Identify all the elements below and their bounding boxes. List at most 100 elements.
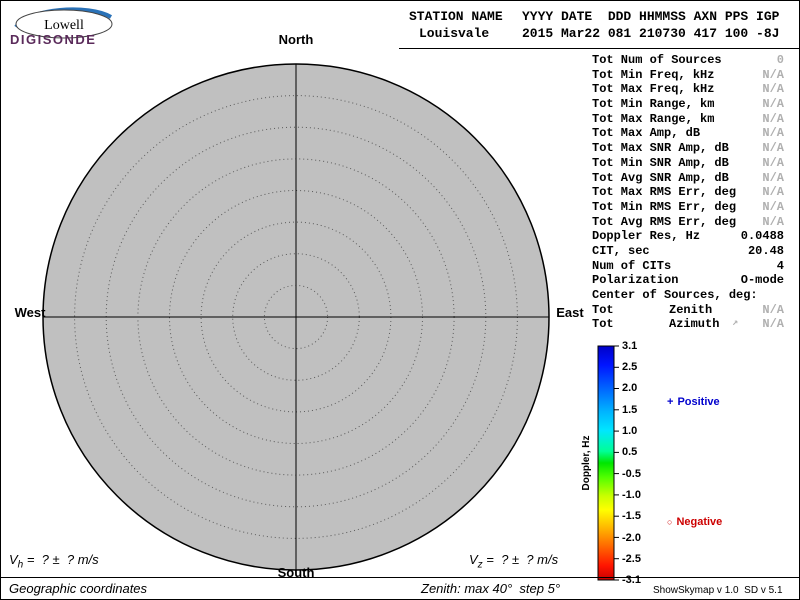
stat-label: Tot <box>592 317 614 332</box>
vz-subscript: z <box>477 559 483 571</box>
colorbar-tick-label: 3.1 <box>622 340 638 352</box>
stat-value: 20.48 <box>747 243 784 258</box>
colorbar-tick-label: 2.5 <box>622 361 638 373</box>
stat-value: N/A <box>762 199 784 214</box>
doppler-colorbar <box>597 345 619 581</box>
stat-label: Tot Avg RMS Err, deg <box>592 214 737 229</box>
stat-label: Tot <box>592 302 614 317</box>
stat-row: Polarization O-mode <box>592 273 784 288</box>
footer-divider <box>1 577 799 578</box>
stat-row: Tot Max RMS Err, deg N/A <box>592 185 784 200</box>
colorbar-tick-label: -1.5 <box>622 510 641 522</box>
stat-row: Doppler Res, Hz 0.0488 <box>592 229 784 244</box>
stat-label: CIT, sec <box>592 243 650 258</box>
stat-row: Tot Max Amp, dB N/A <box>592 126 784 141</box>
stat-row: Tot Min RMS Err, deg N/A <box>592 200 784 215</box>
stat-value: N/A <box>762 82 784 97</box>
stat-row: Tot Min SNR Amp, dB N/A <box>592 156 784 171</box>
stats-panel: Tot Num of Sources 0 Tot Min Freq, kHz N/A… <box>592 53 784 332</box>
colorbar-tick-label: 2.0 <box>622 382 638 394</box>
colorbar-tick-label: -2.0 <box>622 532 641 544</box>
stat-row: Tot Max Range, km N/A <box>592 112 784 127</box>
south-label: South <box>277 565 315 580</box>
colorbar-tick-label: -1.0 <box>622 489 641 501</box>
stat-value: 0.0488 <box>740 229 784 244</box>
legend-positive: + Positive <box>667 396 720 408</box>
stat-label: Tot Max Range, km <box>592 111 715 126</box>
app-version-label: ShowSkymap v 1.0 SD v 5.1 <box>653 585 783 596</box>
stat-label: Doppler Res, Hz <box>592 229 701 244</box>
colorbar-gradient <box>597 345 615 581</box>
stat-value: N/A <box>762 111 784 126</box>
stat-value: N/A <box>762 155 784 170</box>
east-label: East <box>556 305 584 320</box>
stat-label: Tot Min RMS Err, deg <box>592 199 737 214</box>
colorbar-tick-label: -3.1 <box>622 574 641 586</box>
stat-value: N/A <box>762 67 784 82</box>
skymap-plot <box>42 63 550 571</box>
stat-sublabel: Zenith <box>669 302 713 317</box>
stat-value: N/A <box>762 141 784 156</box>
stat-sublabel: Azimuth <box>669 317 720 332</box>
stat-value: N/A <box>762 170 784 185</box>
data-columns-values: 2015 Mar22 081 210730 417 100 -8J <box>522 26 780 41</box>
vh-subscript: h <box>17 559 24 571</box>
logo-brand-text: Lowell <box>44 18 84 33</box>
stat-value: N/A <box>762 185 784 200</box>
stat-row: Tot Zenith N/A <box>592 303 784 318</box>
vertical-velocity-readout: Vz = ? ± ? m/s <box>469 552 558 571</box>
stat-label: Tot Max RMS Err, deg <box>592 185 737 200</box>
azimuth-arrow-icon: ↗ <box>732 318 739 330</box>
legend-positive-label: Positive <box>677 396 720 408</box>
colorbar-ticks <box>614 345 619 581</box>
stat-label: Tot Max Freq, kHz <box>592 82 715 97</box>
stat-row: Num of CITs 4 <box>592 259 784 274</box>
stat-row: Tot Min Range, km N/A <box>592 97 784 112</box>
stat-label: Tot Num of Sources <box>592 53 722 67</box>
stat-row: Tot Max Freq, kHz N/A <box>592 82 784 97</box>
stat-value: N/A <box>762 317 784 332</box>
data-columns-header: YYYY DATE DDD HHMMSS AXN PPS IGP <box>522 9 780 24</box>
stat-label: Tot Max SNR Amp, dB <box>592 141 729 156</box>
north-label: North <box>278 32 314 47</box>
stat-label: Tot Avg SNR Amp, dB <box>592 170 729 185</box>
stat-row: Tot Avg SNR Amp, dB N/A <box>592 171 784 186</box>
header-divider <box>399 48 799 49</box>
west-label: West <box>14 305 46 320</box>
digisonde-wordmark: DIGISONDE <box>10 32 97 47</box>
colorbar-tick-label: -0.5 <box>622 468 641 480</box>
colorbar-tick-label: 1.0 <box>622 425 638 437</box>
stat-label: Center of Sources, deg: <box>592 288 758 302</box>
logo-ellipse <box>15 9 113 39</box>
vz-value: = ? ± ? m/s <box>482 552 559 567</box>
colorbar-tick-label: 0.5 <box>622 446 638 458</box>
stat-label: Tot Max Amp, dB <box>592 126 701 141</box>
stat-row: Tot Azimuth ↗ N/A <box>592 317 784 332</box>
stat-value: N/A <box>762 302 784 317</box>
station-name-value: Louisvale <box>419 26 490 41</box>
colorbar-tick-label: -2.5 <box>622 553 641 565</box>
stat-label: Polarization <box>592 273 679 288</box>
stat-label: Num of CITs <box>592 258 672 273</box>
stat-label: Tot Min Freq, kHz <box>592 67 715 82</box>
circle-marker-icon: ○ <box>667 517 673 527</box>
station-name-header: STATION NAME <box>409 9 503 24</box>
stat-row: Tot Num of Sources 0 <box>592 53 784 68</box>
lowell-logo: Lowell <box>14 7 113 39</box>
zenith-scale-note: Zenith: max 40° step 5° <box>421 581 561 596</box>
vz-symbol: V <box>469 552 478 567</box>
stat-value: N/A <box>762 214 784 229</box>
vh-value: = ? ± ? m/s <box>23 552 99 567</box>
stat-value: 0 <box>776 53 784 67</box>
legend-negative-label: Negative <box>676 516 723 528</box>
colorbar-axis-label: Doppler, Hz <box>581 435 592 491</box>
stat-row: Tot Max SNR Amp, dB N/A <box>592 141 784 156</box>
stat-row: CIT, sec 20.48 <box>592 244 784 259</box>
stat-value: 4 <box>776 258 784 273</box>
stat-value: O-mode <box>740 273 784 288</box>
stat-label: Tot Min Range, km <box>592 97 715 112</box>
vh-symbol: V <box>9 552 18 567</box>
stat-section-header: Center of Sources, deg: <box>592 288 784 303</box>
legend-negative: ○ Negative <box>667 516 722 528</box>
